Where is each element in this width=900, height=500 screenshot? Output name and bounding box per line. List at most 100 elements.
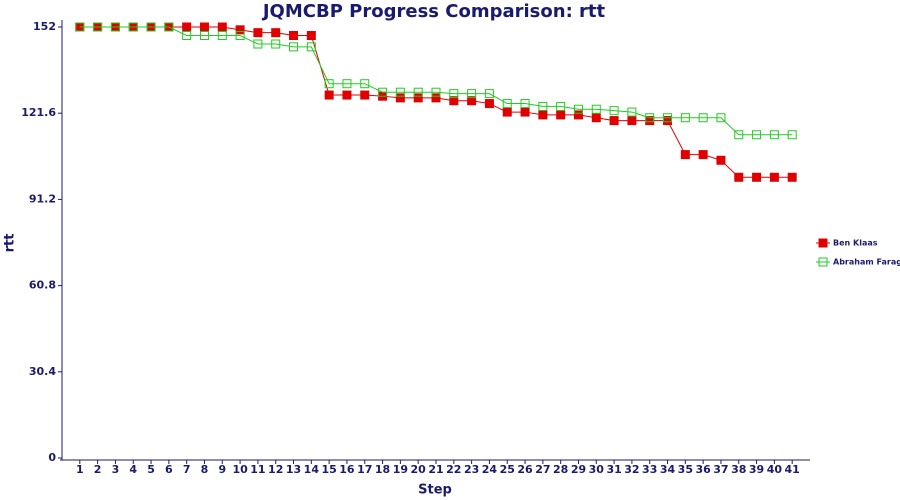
data-point: [663, 113, 673, 123]
data-point: [787, 130, 797, 140]
data-point: [235, 25, 245, 35]
data-point: [324, 90, 334, 100]
x-tick-label: 12: [268, 463, 283, 476]
x-tick-label: 1: [76, 463, 84, 476]
data-point: [324, 79, 334, 89]
x-tick-label: 30: [589, 463, 605, 476]
data-point: [520, 99, 530, 109]
data-point: [413, 93, 423, 103]
data-point: [716, 113, 726, 123]
data-point: [146, 22, 156, 32]
data-point: [556, 110, 566, 120]
data-point: [698, 150, 708, 160]
legend-marker: [818, 238, 828, 248]
x-tick-label: 10: [232, 463, 248, 476]
data-point: [734, 130, 744, 140]
x-tick-label: 6: [165, 463, 173, 476]
x-tick-label: 25: [500, 463, 515, 476]
data-point: [431, 87, 441, 97]
x-tick-label: 18: [375, 463, 390, 476]
x-tick-label: 17: [357, 463, 372, 476]
data-point: [467, 96, 477, 106]
x-axis-label: Step: [418, 483, 452, 498]
x-tick-label: 35: [678, 463, 693, 476]
x-tick-label: 33: [642, 463, 657, 476]
data-point: [449, 89, 459, 99]
data-point: [484, 89, 494, 99]
data-point: [271, 39, 281, 49]
legend-marker: [818, 257, 828, 267]
data-point: [591, 104, 601, 114]
data-point: [217, 22, 227, 32]
data-point: [199, 31, 209, 41]
data-point: [752, 172, 762, 182]
data-point: [431, 93, 441, 103]
data-point: [253, 39, 263, 49]
y-tick-label: 30.4: [29, 365, 56, 378]
data-point: [734, 172, 744, 182]
x-tick-label: 21: [428, 463, 443, 476]
data-point: [609, 116, 619, 126]
data-point: [110, 22, 120, 32]
x-tick-label: 7: [183, 463, 191, 476]
x-tick-label: 15: [321, 463, 336, 476]
data-point: [75, 22, 85, 32]
data-point: [289, 31, 299, 41]
chart-title: JQMCBP Progress Comparison: rtt: [261, 1, 606, 22]
data-point: [520, 107, 530, 117]
y-axis-label: rtt: [3, 234, 18, 253]
data-point: [271, 28, 281, 38]
x-tick-label: 34: [660, 463, 676, 476]
data-point: [627, 116, 637, 126]
x-tick-label: 32: [624, 463, 639, 476]
x-tick-label: 11: [250, 463, 265, 476]
legend-label: Abraham Farag: [833, 258, 900, 267]
x-tick-label: 13: [286, 463, 301, 476]
x-tick-label: 22: [446, 463, 461, 476]
data-point: [253, 28, 263, 38]
data-point: [769, 172, 779, 182]
data-point: [787, 172, 797, 182]
data-point: [752, 130, 762, 140]
data-point: [164, 22, 174, 32]
x-tick-label: 2: [94, 463, 102, 476]
data-point: [467, 89, 477, 99]
y-tick-label: 91.2: [29, 192, 56, 205]
data-point: [360, 90, 370, 100]
data-point: [360, 79, 370, 89]
data-point: [556, 101, 566, 111]
data-point: [395, 93, 405, 103]
data-point: [93, 22, 103, 32]
x-tick-label: 20: [411, 463, 427, 476]
data-point: [235, 31, 245, 41]
data-point: [573, 104, 583, 114]
x-tick-label: 31: [606, 463, 621, 476]
data-point: [395, 87, 405, 97]
data-point: [538, 101, 548, 111]
x-tick-label: 41: [785, 463, 800, 476]
legend-label: Ben Klaas: [833, 239, 878, 248]
data-point: [716, 155, 726, 165]
data-point: [413, 87, 423, 97]
data-point: [538, 110, 548, 120]
x-tick-label: 26: [517, 463, 533, 476]
data-point: [217, 31, 227, 41]
x-tick-label: 4: [129, 463, 137, 476]
x-tick-label: 9: [218, 463, 226, 476]
x-tick-label: 19: [393, 463, 408, 476]
x-tick-label: 23: [464, 463, 479, 476]
y-tick-label: 152: [33, 20, 56, 33]
y-tick-label: 0: [48, 451, 56, 464]
data-point: [199, 22, 209, 32]
data-point: [645, 113, 655, 123]
x-tick-label: 39: [749, 463, 764, 476]
y-tick-label: 60.8: [29, 279, 56, 292]
x-tick-label: 40: [767, 463, 783, 476]
data-point: [378, 87, 388, 97]
data-point: [573, 110, 583, 120]
data-point: [680, 150, 690, 160]
data-point: [289, 42, 299, 52]
data-point: [128, 22, 138, 32]
x-tick-label: 29: [571, 463, 586, 476]
